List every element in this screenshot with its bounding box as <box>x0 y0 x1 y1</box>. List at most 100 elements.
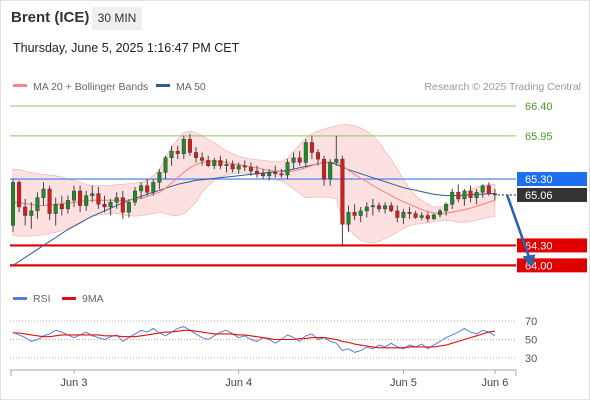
candle-body <box>444 204 449 212</box>
ma50-legend-label: MA 50 <box>176 81 206 93</box>
candle-body <box>71 190 76 201</box>
candle-body <box>291 157 296 163</box>
ma20-legend-label: MA 20 + Bollinger Bands <box>33 81 148 93</box>
candle-body <box>242 165 247 168</box>
candle-body <box>395 210 400 218</box>
candle-body <box>267 172 272 176</box>
candle-body <box>132 190 137 203</box>
candle-body <box>450 192 455 205</box>
time-tick-label: Jun 5 <box>390 377 417 389</box>
time-tick-label: Jun 3 <box>61 377 88 389</box>
candle-body <box>120 197 125 213</box>
candle-body <box>108 202 113 208</box>
level-tag-64.00 <box>517 258 587 273</box>
chart-datetime: Thursday, June 5, 2025 1:16:47 PM CET <box>13 41 240 55</box>
candle-body <box>187 138 192 153</box>
candle-body <box>126 202 131 213</box>
candle-body <box>456 192 461 200</box>
candle-body <box>41 188 46 198</box>
rsi-ma-legend-swatch <box>62 297 76 300</box>
candle-body <box>285 162 290 176</box>
time-tick-label: Jun 4 <box>225 377 252 389</box>
candle-body <box>84 195 89 206</box>
candle-body <box>364 206 369 212</box>
candle-body <box>96 193 101 205</box>
rsi-plot: 70 50 30 <box>10 316 537 365</box>
candle-body <box>383 205 388 210</box>
candle-body <box>462 190 467 200</box>
candle-body <box>322 158 327 180</box>
level-label-66.40: 66.40 <box>525 101 553 113</box>
level-label-64.30: 64.30 <box>525 240 553 252</box>
candle-body <box>334 158 339 163</box>
candle-body <box>169 150 174 158</box>
candle-body <box>248 166 253 172</box>
time-axis: Jun 3 Jun 4 Jun 5 Jun 6 <box>10 369 517 389</box>
candle-body <box>352 212 357 216</box>
candle-body <box>218 160 223 166</box>
candle-body <box>230 164 235 170</box>
candle-body <box>425 215 430 220</box>
rsi-legend-label: RSI <box>33 293 51 305</box>
rsi-ma-legend-label: 9MA <box>82 293 104 305</box>
level-tag-65.30 <box>517 172 587 187</box>
rsi-level-label-70: 70 <box>525 316 537 328</box>
rsi-ma-line <box>13 329 495 349</box>
timeframe-button[interactable]: 30 MIN <box>92 7 142 30</box>
current-price-label: 65.06 <box>525 190 553 202</box>
level-label-65.30: 65.30 <box>525 174 553 186</box>
candle-body <box>438 210 443 216</box>
candle-body <box>47 188 52 214</box>
candle-body <box>59 204 64 210</box>
ma20-line <box>12 160 496 215</box>
candle-body <box>35 197 40 212</box>
candle-body <box>413 213 418 218</box>
candle-body <box>309 142 314 153</box>
current-price-tag <box>517 187 587 202</box>
candle-body <box>346 212 351 225</box>
candle-body <box>102 204 107 208</box>
candle-body <box>297 157 302 163</box>
candle-body <box>29 210 34 216</box>
candle-body <box>145 185 150 193</box>
candle-body <box>236 165 241 170</box>
candle-body <box>486 185 491 194</box>
ma50-line <box>12 161 495 266</box>
candle-body <box>358 210 363 216</box>
candle-body <box>157 172 162 183</box>
candle-body <box>419 215 424 218</box>
candle-body <box>316 152 321 160</box>
time-tick-label: Jun 6 <box>481 377 508 389</box>
candle-body <box>212 160 217 166</box>
bollinger-band <box>12 124 496 244</box>
candle-body <box>151 182 156 193</box>
candle-body <box>193 152 198 158</box>
projection-arrow-head <box>522 254 536 268</box>
candle-body <box>468 190 473 198</box>
candle-body <box>303 142 308 163</box>
candle-body <box>340 158 345 225</box>
candle-body <box>377 205 382 210</box>
candle-body <box>474 192 479 198</box>
rsi-level-label-50: 50 <box>525 335 537 347</box>
candle-body <box>431 214 436 220</box>
candle-body <box>23 206 28 216</box>
rsi-legend-swatch <box>13 297 27 300</box>
candle-body <box>401 212 406 218</box>
candle-body <box>90 193 95 196</box>
candle-body <box>53 204 58 214</box>
candle-body <box>328 162 333 180</box>
candle-body <box>224 164 229 166</box>
candle-body <box>254 170 259 174</box>
candle-body <box>273 172 278 174</box>
candle-body <box>492 193 497 196</box>
candle-body <box>10 182 15 226</box>
candle-body <box>163 157 168 173</box>
ma50-legend-swatch <box>156 84 170 87</box>
ma20-legend-swatch <box>13 84 27 87</box>
rsi-level-label-30: 30 <box>525 353 537 365</box>
candle-body <box>181 138 186 154</box>
instrument-title: Brent (ICE) <box>11 9 90 26</box>
